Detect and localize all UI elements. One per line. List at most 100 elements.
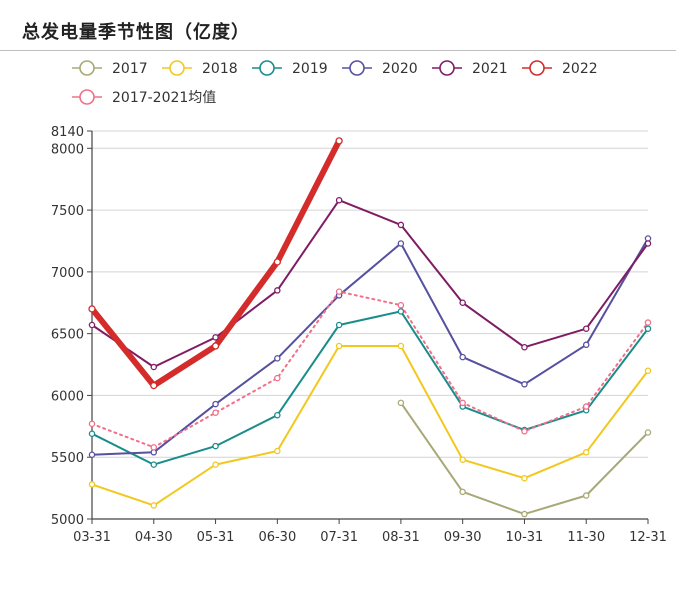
data-point-2017-2021-	[274, 374, 281, 382]
data-point-2018	[582, 449, 590, 456]
data-point-2018	[644, 367, 652, 374]
data-point-2018	[274, 447, 281, 455]
data-point-2022	[211, 342, 220, 350]
y-tick-label: 5000	[51, 513, 84, 528]
data-point-2018	[150, 502, 158, 509]
data-point-2017	[521, 510, 528, 518]
data-point-2021	[459, 299, 466, 307]
data-point-2022	[335, 137, 343, 145]
legend-item: 2021	[432, 60, 508, 77]
legend-swatch-marker	[439, 60, 455, 76]
y-tick-label: 7000	[51, 266, 84, 281]
data-point-2021	[88, 321, 96, 329]
data-point-2017-2021-	[150, 444, 158, 451]
data-point-2018	[212, 461, 219, 468]
legend-item: 2017-2021均值	[72, 89, 216, 106]
legend-swatch-marker	[79, 60, 95, 76]
y-tick-label: 5500	[51, 451, 84, 466]
legend-item: 2020	[342, 60, 418, 77]
data-point-2020	[582, 341, 590, 349]
legend-swatch-marker	[349, 60, 365, 76]
x-tick-label: 11-30	[567, 530, 605, 545]
axes: 5000 5500 6000 6500 7000 7500 8000 8140 03-31 04-…	[51, 125, 667, 545]
data-point-2019	[335, 321, 343, 329]
series-line-2021	[91, 199, 649, 368]
legend-label: 2019	[292, 61, 328, 77]
data-point-2017-2021-	[212, 409, 219, 416]
series-line-2020	[91, 237, 649, 456]
data-point-2018	[521, 474, 528, 482]
series-line-2019	[91, 310, 649, 466]
grid-lines	[92, 130, 648, 458]
legend-swatch-marker	[259, 60, 275, 76]
data-point-2021	[150, 363, 158, 371]
data-point-2021	[397, 221, 405, 229]
data-point-2017-2021-	[459, 399, 466, 407]
legend-label: 2020	[382, 61, 418, 77]
data-point-2021	[274, 287, 281, 294]
data-point-2019	[274, 411, 281, 419]
data-point-2017-2021-	[397, 301, 405, 309]
chart-legend: 2017 2018 2019 2020 2021 2022 2017-2021均值	[72, 60, 598, 106]
series-points	[88, 137, 652, 518]
legend-item: 2018	[162, 60, 238, 77]
legend-label: 2022	[562, 61, 598, 77]
data-point-2017	[459, 488, 466, 496]
x-tick-label: 05-31	[197, 530, 235, 545]
legend-label: 2017-2021均值	[112, 90, 216, 106]
legend-label: 2021	[472, 61, 508, 77]
data-point-2021	[644, 240, 652, 247]
data-point-2018	[335, 342, 343, 350]
data-point-2017-2021-	[582, 403, 590, 410]
data-point-2022	[273, 258, 281, 266]
data-point-2020	[212, 400, 219, 408]
data-point-2018	[88, 481, 96, 488]
x-tick-label: 12-31	[629, 530, 667, 545]
data-point-2019	[397, 308, 405, 315]
data-point-2017	[397, 399, 405, 407]
legend-label: 2018	[202, 61, 238, 77]
data-point-2021	[212, 334, 219, 341]
data-point-2020	[521, 381, 528, 388]
y-tick-label: 8000	[51, 142, 84, 157]
data-point-2017-2021-	[335, 288, 343, 295]
data-point-2019	[212, 442, 219, 450]
x-tick-label: 08-31	[382, 530, 420, 545]
data-point-2019	[644, 325, 652, 332]
x-tick-label: 03-31	[73, 530, 111, 545]
data-point-2018	[459, 456, 466, 463]
data-point-2017-2021-	[88, 420, 96, 428]
y-tick-label: 6500	[51, 328, 84, 343]
legend-swatch-marker	[529, 60, 545, 76]
data-point-2019	[88, 430, 96, 437]
title-divider	[0, 50, 676, 51]
x-tick-label: 04-30	[135, 530, 173, 545]
legend-item: 2017	[72, 60, 148, 77]
data-point-2020	[88, 451, 96, 458]
series-lines	[89, 137, 649, 516]
data-point-2021	[335, 196, 343, 204]
y-tick-label: 6000	[51, 389, 84, 404]
legend-swatch-marker	[169, 60, 185, 76]
y-tick-label: 7500	[51, 204, 84, 219]
data-point-2019	[150, 461, 158, 468]
x-tick-label: 09-30	[444, 530, 482, 545]
data-point-2020	[459, 353, 466, 361]
data-point-2018	[397, 342, 405, 350]
data-point-2020	[397, 240, 405, 247]
data-point-2017	[644, 429, 652, 436]
y-tick-label: 8140	[51, 125, 84, 140]
series-line-2018	[91, 345, 649, 507]
data-point-2021	[582, 325, 590, 332]
legend-item: 2022	[522, 60, 598, 77]
data-point-2021	[521, 343, 528, 351]
x-tick-label: 06-30	[258, 530, 296, 545]
legend-label: 2017	[112, 61, 148, 77]
legend-swatch-marker	[79, 89, 95, 105]
x-tick-label: 07-31	[320, 530, 358, 545]
data-point-2017	[582, 492, 590, 499]
series-line-2017-2021-	[91, 290, 649, 449]
data-point-2017-2021-	[521, 428, 528, 435]
legend-item: 2019	[252, 60, 328, 77]
